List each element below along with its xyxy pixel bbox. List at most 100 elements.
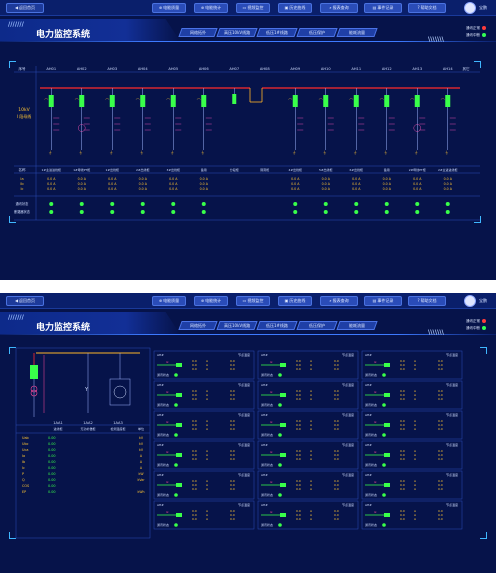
- cell-status-label: 通讯状态: [365, 522, 377, 527]
- cell-value: 0.0: [400, 359, 405, 363]
- current-value: 0.0 A: [108, 182, 117, 186]
- breaker-status-dot-icon: [171, 210, 176, 214]
- avatar[interactable]: [464, 2, 476, 14]
- feeder-cell: [257, 410, 359, 440]
- breaker-icon: [280, 393, 286, 397]
- avatar[interactable]: [464, 295, 476, 307]
- toolbar-button-power-stats[interactable]: ⊕电能统计: [194, 3, 228, 13]
- toolbar-button-events[interactable]: ▤事件记录: [364, 296, 402, 306]
- cell-header: 节点温度: [446, 412, 458, 417]
- current-value: 0.0 A: [322, 187, 331, 191]
- comm-status-dot-icon: [445, 202, 450, 206]
- breaker-icon: [176, 423, 182, 427]
- cell-value: 0.0: [438, 517, 443, 521]
- breaker-icon: [280, 363, 286, 367]
- cell-unit: A: [206, 513, 209, 517]
- breaker-icon: [79, 95, 85, 107]
- corner-decoration: [9, 532, 16, 539]
- ground-icon: ⏚: [201, 149, 205, 155]
- cell-unit: A: [310, 397, 313, 401]
- feeder-cell: [257, 440, 359, 470]
- breaker-icon: [292, 95, 298, 107]
- cell-value: 0.0: [438, 453, 443, 457]
- ct-icon: ⊖: [374, 360, 377, 364]
- breaker-status-dot-icon: [384, 210, 389, 214]
- switch-icon: ⌒: [166, 97, 170, 103]
- cell-status-label: 通讯状态: [365, 432, 377, 437]
- toolbar-button-reports[interactable]: ⌕报表查询: [320, 3, 358, 13]
- toolbar-button-video[interactable]: ▭视频监控: [236, 3, 270, 13]
- feeder-cell: [153, 470, 255, 500]
- cell-status-label: 通讯状态: [157, 462, 169, 467]
- toolbar-button-events[interactable]: ▤事件记录: [364, 3, 402, 13]
- cell-header: 节点温度: [238, 412, 250, 417]
- param-unit: A: [140, 466, 143, 470]
- cell-value: 0.0: [230, 483, 235, 487]
- param-label: Ia: [22, 454, 25, 458]
- cell-value: 0.0: [192, 479, 197, 483]
- cabinet-name: 进线柜: [53, 426, 62, 431]
- current-value: 0.0 A: [352, 187, 361, 191]
- cell-value: 0.0: [334, 359, 339, 363]
- breaker-icon: [176, 483, 182, 487]
- cell-header: 节点温度: [342, 502, 354, 507]
- lv-panel: [9, 347, 487, 539]
- cell-unit: A: [414, 423, 417, 427]
- cell-unit: A: [310, 419, 313, 423]
- feeder-cell: [153, 410, 255, 440]
- video-icon: ▭: [242, 298, 247, 303]
- cell-unit: A: [206, 363, 209, 367]
- toolbar-button-reports[interactable]: ⌕报表查询: [320, 296, 358, 306]
- toolbar-button-history[interactable]: ▣历史曲线: [278, 296, 312, 306]
- back-arrow-icon: ◀: [14, 5, 19, 10]
- cell-value: 0.0: [192, 359, 197, 363]
- toolbar-button-history[interactable]: ▣历史曲线: [278, 3, 312, 13]
- feeder-name: 2#出线柜: [136, 167, 149, 172]
- switch-icon: ⌒: [410, 97, 414, 103]
- home-button[interactable]: ◀返回首页: [6, 296, 44, 306]
- cell-value: 0.0: [334, 363, 339, 367]
- ground-icon: ⏚: [323, 149, 327, 155]
- breaker-status-dot-icon: [110, 210, 115, 214]
- cabinet-label: AH01: [46, 67, 56, 71]
- comm-status-dot-icon: [278, 523, 282, 527]
- toolbar-button-video[interactable]: ▭视频监控: [236, 296, 270, 306]
- comm-status-dot-icon: [278, 493, 282, 497]
- cell-value: 0.0: [296, 367, 301, 371]
- cell-value: 0.0: [192, 483, 197, 487]
- cell-header: AH#: [365, 503, 372, 507]
- toolbar-button-power-stats[interactable]: ⊕电能统计: [194, 296, 228, 306]
- toolbar-button-help[interactable]: ?帮助文档: [408, 3, 446, 13]
- breaker-status-dot-icon: [140, 210, 145, 214]
- cell-value: 0.0: [334, 397, 339, 401]
- cell-header: 节点温度: [342, 352, 354, 357]
- param-unit: kWh: [137, 490, 144, 494]
- cell-header: AH#: [365, 353, 372, 357]
- cell-status-label: 通讯状态: [157, 402, 169, 407]
- cell-value: 0.0: [400, 367, 405, 371]
- breaker-status-dot-icon: [293, 210, 298, 214]
- feeder-cell: [361, 350, 463, 380]
- user-name: 宝鹏: [479, 298, 487, 303]
- switch-icon: ⌒: [319, 97, 323, 103]
- cell-value: 0.0: [296, 419, 301, 423]
- cell-value: 0.0: [400, 517, 405, 521]
- cell-value: 0.0: [438, 457, 443, 461]
- toolbar-button-power-quality[interactable]: ⊕电能质量: [152, 3, 186, 13]
- cell-value: 0.0: [192, 419, 197, 423]
- toolbar-button-power-quality[interactable]: ⊕电能质量: [152, 296, 186, 306]
- cell-header: 节点温度: [446, 502, 458, 507]
- param-unit: kV: [139, 448, 144, 452]
- current-value: 0.0 A: [413, 177, 422, 181]
- title-bar: / / / / / / / 电力监控系统 网络拓扑 高压10kV线路 低压1#线…: [0, 310, 496, 336]
- cell-value: 0.0: [230, 479, 235, 483]
- cell-unit: A: [414, 457, 417, 461]
- toolbar-button-help[interactable]: ?帮助文档: [408, 296, 446, 306]
- cabinet-label: AH12: [382, 67, 392, 71]
- switch-icon: ⌒: [380, 97, 384, 103]
- breaker-icon: [109, 95, 115, 107]
- home-button[interactable]: ◀返回首页: [6, 3, 44, 13]
- cell-value: 0.0: [192, 457, 197, 461]
- current-value: 0.0 A: [47, 187, 56, 191]
- ground-icon: ⏚: [414, 149, 418, 155]
